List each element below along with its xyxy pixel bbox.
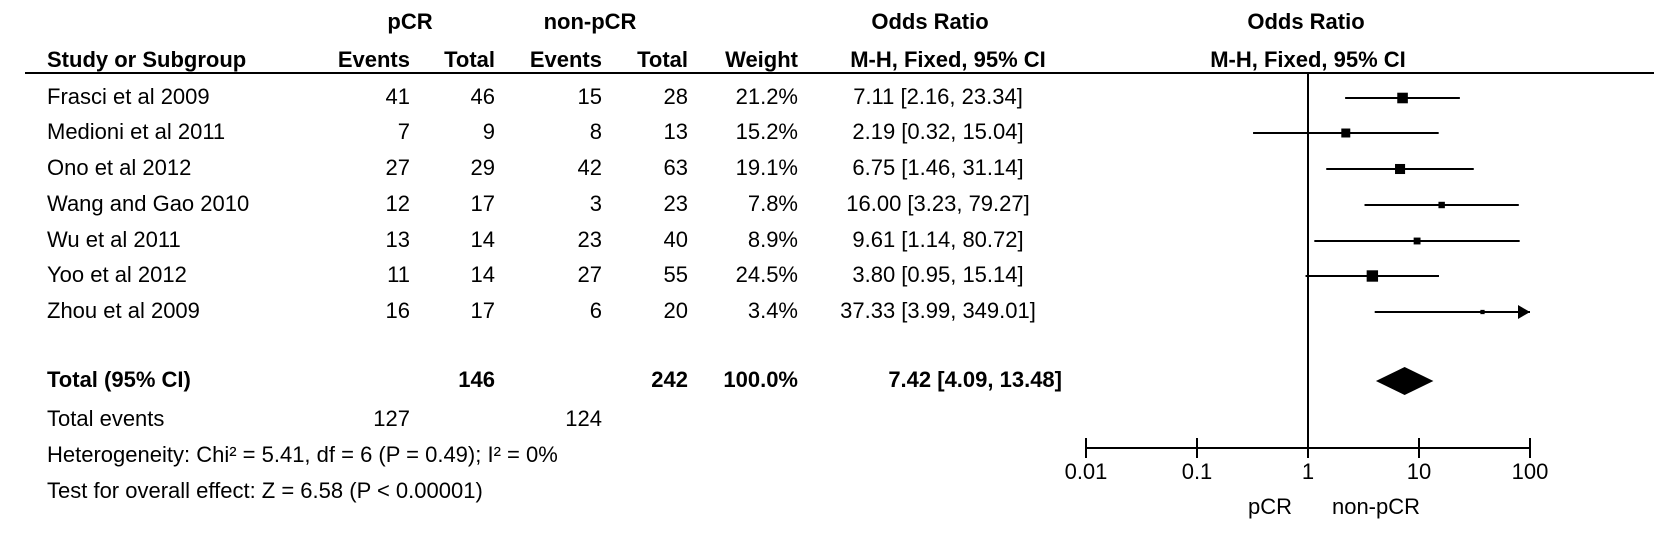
summary-diamond <box>1375 367 1434 395</box>
cell: Medioni et al 2011 <box>47 119 225 144</box>
cell: 29 <box>471 155 495 180</box>
cell: 15.2% <box>736 119 798 144</box>
cell: 9.61 [1.14, 80.72] <box>852 227 1023 252</box>
group-header: Odds Ratio <box>1247 9 1364 34</box>
overall-effect: Test for overall effect: Z = 6.58 (P < 0… <box>47 478 483 503</box>
cell: Frasci et al 2009 <box>47 84 210 109</box>
total-cell: 146 <box>458 367 495 392</box>
point-estimate <box>1366 270 1379 282</box>
total-cell: 100.0% <box>723 367 798 392</box>
cell: 6.75 [1.46, 31.14] <box>852 155 1023 180</box>
cell: 11 <box>387 262 410 287</box>
cell: 13 <box>386 227 410 252</box>
total-cell: Total (95% CI) <box>47 367 191 392</box>
cell: 3.4% <box>748 298 798 323</box>
column-header: Events <box>338 47 410 72</box>
cell: 6 <box>590 298 602 323</box>
x-tick-label: 10 <box>1407 459 1431 484</box>
cell: Yoo et al 2012 <box>47 262 187 287</box>
cell: 9 <box>483 119 495 144</box>
cell: 7.11 [2.16, 23.34] <box>853 84 1023 109</box>
cell: 23 <box>578 227 602 252</box>
cell: Wang and Gao 2010 <box>47 191 249 216</box>
cell: 17 <box>471 191 495 216</box>
total-events: 127 <box>373 406 410 431</box>
x-tick-label: 0.01 <box>1065 459 1108 484</box>
cell: 7.8% <box>748 191 798 216</box>
column-header: Events <box>530 47 602 72</box>
cell: 42 <box>578 155 602 180</box>
column-header: Total <box>637 47 688 72</box>
total-events: 124 <box>565 406 602 431</box>
cell: 7 <box>398 119 410 144</box>
cell: 46 <box>471 84 495 109</box>
cell: 17 <box>471 298 495 323</box>
cell: Ono et al 2012 <box>47 155 191 180</box>
column-header: Total <box>444 47 495 72</box>
cell: 3.80 [0.95, 15.14] <box>852 262 1023 287</box>
x-tick-label: 0.1 <box>1182 459 1213 484</box>
cell: 27 <box>386 155 410 180</box>
cell: 24.5% <box>736 262 798 287</box>
ci-arrow <box>1518 305 1530 319</box>
cell: 63 <box>664 155 688 180</box>
cell: 20 <box>664 298 688 323</box>
cell: 8.9% <box>748 227 798 252</box>
group-header: pCR <box>387 9 432 34</box>
total-events-label: Total events <box>47 406 164 431</box>
cell: Zhou et al 2009 <box>47 298 200 323</box>
cell: 55 <box>664 262 688 287</box>
point-estimate <box>1413 237 1421 245</box>
favours-right: non-pCR <box>1332 494 1420 519</box>
cell: 8 <box>590 119 602 144</box>
cell: 16.00 [3.23, 79.27] <box>846 191 1030 216</box>
cell: 23 <box>664 191 688 216</box>
column-header: M-H, Fixed, 95% CI <box>850 47 1046 72</box>
point-estimate <box>1397 92 1408 104</box>
cell: Wu et al 2011 <box>47 227 181 252</box>
group-header: non-pCR <box>544 9 637 34</box>
point-estimate <box>1438 201 1445 209</box>
cell: 14 <box>471 262 495 287</box>
cell: 14 <box>471 227 495 252</box>
column-header: M-H, Fixed, 95% CI <box>1210 47 1406 72</box>
x-tick-label: 100 <box>1512 459 1549 484</box>
cell: 28 <box>664 84 688 109</box>
group-header: Odds Ratio <box>871 9 988 34</box>
x-tick-label: 1 <box>1302 459 1314 484</box>
column-header: Study or Subgroup <box>47 47 246 72</box>
cell: 41 <box>386 84 410 109</box>
point-estimate <box>1341 128 1351 138</box>
cell: 27 <box>578 262 602 287</box>
total-cell: 7.42 [4.09, 13.48] <box>888 367 1062 392</box>
cell: 15 <box>578 84 602 109</box>
point-estimate <box>1480 309 1485 315</box>
cell: 16 <box>386 298 410 323</box>
cell: 37.33 [3.99, 349.01] <box>840 298 1036 323</box>
cell: 13 <box>664 119 688 144</box>
total-cell: 242 <box>651 367 688 392</box>
cell: 21.2% <box>736 84 798 109</box>
heterogeneity: Heterogeneity: Chi² = 5.41, df = 6 (P = … <box>47 442 558 467</box>
favours-left: pCR <box>1248 494 1292 519</box>
cell: 19.1% <box>736 155 798 180</box>
column-header: Weight <box>725 47 799 72</box>
cell: 3 <box>590 191 602 216</box>
cell: 2.19 [0.32, 15.04] <box>852 119 1023 144</box>
point-estimate <box>1395 163 1406 175</box>
cell: 40 <box>664 227 688 252</box>
cell: 12 <box>386 191 410 216</box>
